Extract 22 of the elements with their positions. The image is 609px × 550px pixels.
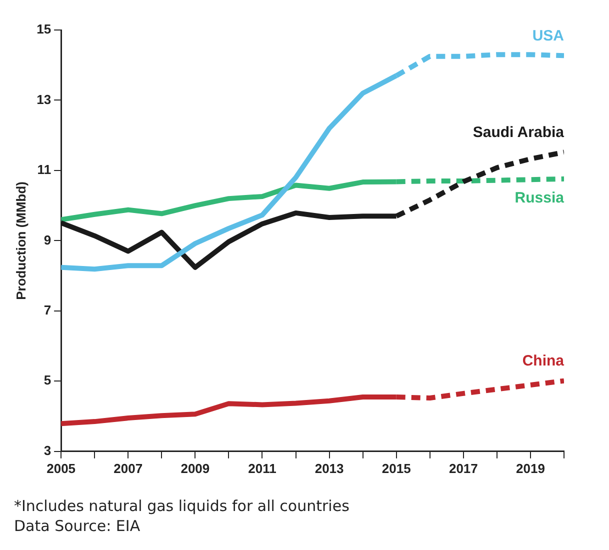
y-tick-label: 11 <box>37 162 52 178</box>
y-axis-title: Production (MMbd) <box>13 181 28 300</box>
x-tick-label: 2017 <box>448 460 478 476</box>
x-tick-label: 2005 <box>46 460 76 476</box>
x-tick-label: 2011 <box>248 460 276 476</box>
text: *Includes natural gas liquids for all countries <box>14 496 350 516</box>
y-tick-label: 15 <box>36 22 52 37</box>
y-tick-label: 13 <box>36 92 52 107</box>
text: Russia <box>514 190 565 207</box>
x-tick-label: 2013 <box>314 460 344 476</box>
x-tick-label: 2015 <box>382 460 411 476</box>
y-tick-label: 7 <box>44 302 52 318</box>
y-tick-label: 5 <box>44 372 52 388</box>
x-tick-label: 2007 <box>114 460 143 476</box>
text: Saudi Arabia <box>472 124 565 141</box>
x-tick-label: 2009 <box>180 460 210 476</box>
y-tick-label: 3 <box>44 442 52 458</box>
text: China <box>522 352 565 370</box>
text: USA <box>532 27 564 44</box>
source-note: Data Source: EIA <box>14 516 142 536</box>
x-tick-label: 2019 <box>516 460 545 476</box>
y-tick-label: 9 <box>44 232 52 248</box>
